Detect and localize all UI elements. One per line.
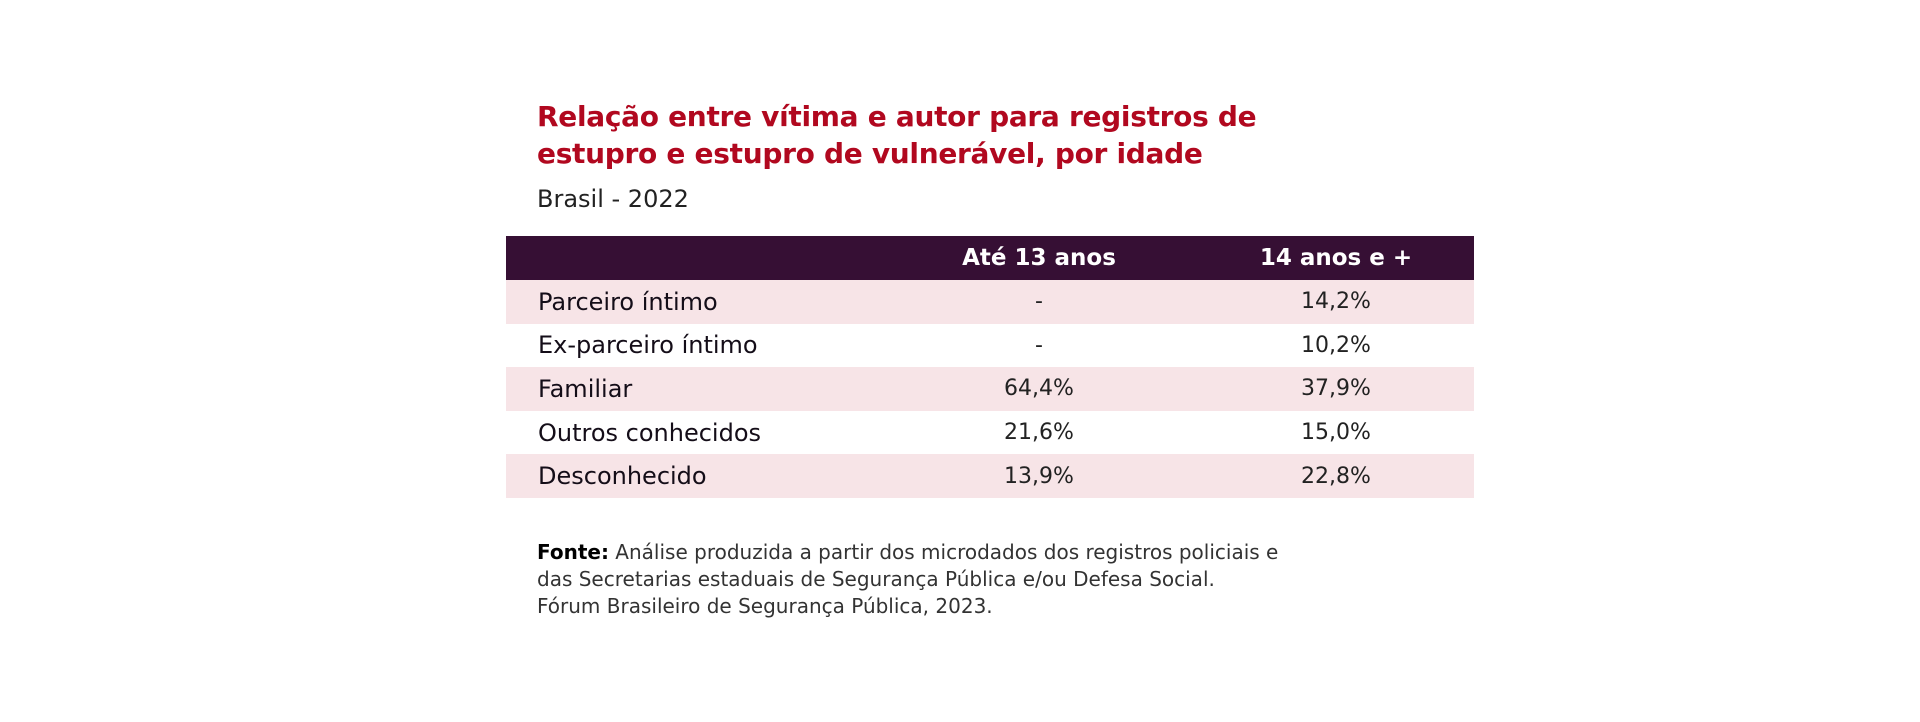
table-row: Ex-parceiro íntimo - 10,2% [506,324,1474,368]
source-label: Fonte: [537,540,609,564]
source-note: Fonte: Análise produzida a partir dos mi… [537,539,1357,620]
table-row: Outros conhecidos 21,6% 15,0% [506,411,1474,455]
row-label: Familiar [538,374,633,403]
column-header-label [506,236,880,280]
data-table: Até 13 anos 14 anos e + Parceiro íntimo … [506,236,1474,498]
cell-value: 14,2% [1301,289,1371,315]
table-row: Familiar 64,4% 37,9% [506,367,1474,411]
row-label: Parceiro íntimo [538,287,718,316]
cell-value: 10,2% [1301,332,1371,358]
cell-value: 15,0% [1301,420,1371,446]
row-label: Outros conhecidos [538,418,762,447]
source-line-2: das Secretarias estaduais de Segurança P… [537,567,1215,591]
cell-value: 22,8% [1301,463,1371,489]
cell-value: 64,4% [1004,376,1074,402]
cell-value: 13,9% [1004,463,1074,489]
source-line-1: Fonte: Análise produzida a partir dos mi… [537,539,1357,566]
column-header-ate-13-anos: Até 13 anos [962,245,1116,271]
chart-title-line-2: estupro e estupro de vulnerável, por ida… [537,137,1203,170]
table-row: Parceiro íntimo - 14,2% [506,280,1474,324]
source-line-3: Fórum Brasileiro de Segurança Pública, 2… [537,594,993,618]
cell-value: 37,9% [1301,376,1371,402]
table-row: Desconhecido 13,9% 22,8% [506,454,1474,498]
row-label: Ex-parceiro íntimo [538,331,758,360]
row-label: Desconhecido [538,462,707,491]
table-header-row: Até 13 anos 14 anos e + [506,236,1474,280]
cell-value: - [1035,332,1043,358]
source-text-1: Análise produzida a partir dos microdado… [608,540,1279,564]
cell-value: 21,6% [1004,420,1074,446]
column-header-14-anos-e-mais: 14 anos e + [1259,245,1413,271]
chart-title: Relação entre vítima e autor para regist… [537,98,1357,172]
chart-subtitle: Brasil - 2022 [537,185,689,213]
chart-title-line-1: Relação entre vítima e autor para regist… [537,100,1257,133]
cell-value: - [1035,289,1043,315]
